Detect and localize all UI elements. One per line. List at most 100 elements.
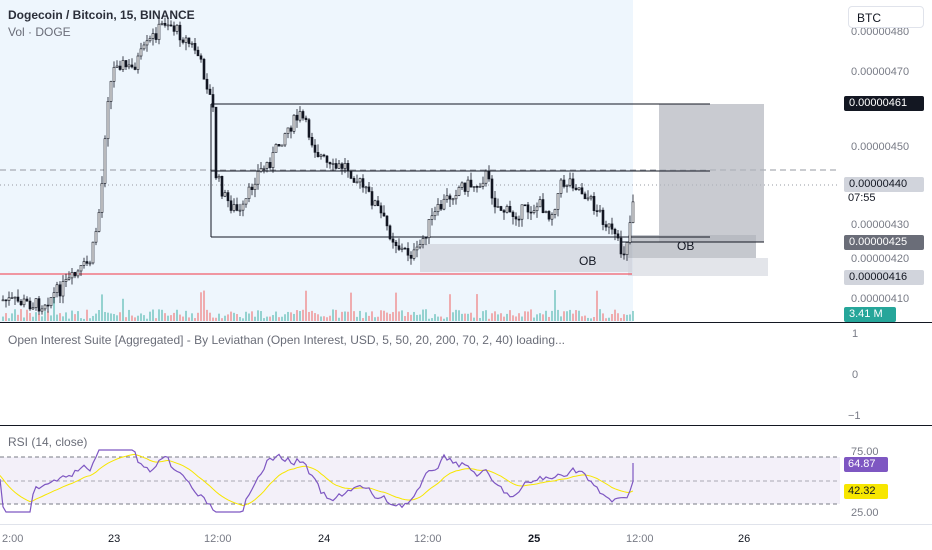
volume-bar <box>191 313 193 321</box>
rsi-legend[interactable]: RSI (14, close) <box>8 435 88 449</box>
volume-bar <box>242 318 244 321</box>
volume-bar <box>542 314 544 321</box>
candle <box>325 155 329 168</box>
candle <box>340 162 344 175</box>
candle <box>211 86 215 112</box>
volume-bar <box>179 314 181 321</box>
volume-bar <box>164 313 166 321</box>
candle <box>235 197 239 212</box>
open-interest-legend[interactable]: Open Interest Suite [Aggregated] - By Le… <box>8 333 566 347</box>
candle <box>145 34 149 52</box>
volume-bar <box>326 317 328 321</box>
volume-bar <box>32 316 34 321</box>
symbol-title[interactable]: Dogecoin / Bitcoin, 15, BINANCE <box>8 8 195 22</box>
candle <box>37 296 41 315</box>
volume-bar <box>86 309 88 321</box>
candle <box>475 185 479 193</box>
candle <box>604 220 608 232</box>
candle <box>268 157 272 170</box>
volume-bar <box>200 292 202 321</box>
quote-currency-button[interactable]: BTC <box>848 6 924 28</box>
candle <box>184 35 188 51</box>
candle <box>58 281 62 304</box>
volume-bar <box>62 316 64 321</box>
volume-bar <box>311 310 313 321</box>
volume-bar <box>530 309 532 321</box>
candle <box>208 84 212 95</box>
ob-zone-right-lower[interactable] <box>628 258 768 276</box>
volume-bar <box>281 316 283 321</box>
price-tick: 0.00000430 <box>851 219 909 231</box>
volume-bar <box>305 290 307 321</box>
volume-bar <box>359 310 361 321</box>
rsi-line <box>0 449 634 513</box>
volume-bar <box>443 318 445 321</box>
ob-zone-left[interactable] <box>420 244 632 272</box>
candle <box>40 305 44 315</box>
candle <box>502 209 506 220</box>
candle <box>418 239 422 250</box>
volume-bar <box>47 311 49 321</box>
volume-bar <box>551 310 553 321</box>
volume-bar <box>323 316 325 321</box>
volume-bar <box>407 312 409 321</box>
candle <box>532 204 536 215</box>
volume-bar <box>8 318 10 321</box>
position-target-box[interactable] <box>659 104 764 242</box>
volume-bar <box>92 315 94 321</box>
volume-bar <box>197 312 199 321</box>
volume-bar <box>122 298 124 321</box>
volume-legend[interactable]: Vol · DOGE <box>8 25 71 39</box>
candle <box>601 207 605 231</box>
volume-bar <box>617 313 619 321</box>
price-tick: 0.00000470 <box>851 66 909 78</box>
volume-bar <box>629 314 631 321</box>
time-label: 12:00 <box>414 533 442 545</box>
volume-bar <box>116 315 118 321</box>
volume-bar <box>476 294 478 321</box>
volume-bar <box>101 294 103 321</box>
target-price-tag: 0.00000461 <box>844 96 924 111</box>
candle <box>574 184 578 191</box>
candle <box>595 204 599 217</box>
candle <box>352 176 356 183</box>
volume-bar <box>395 292 397 321</box>
volume-bar <box>413 311 415 321</box>
ob-label-left[interactable]: OB <box>579 254 597 268</box>
volume-bar <box>335 309 337 321</box>
volume-bar <box>140 313 142 321</box>
candlesticks[interactable] <box>1 17 635 315</box>
volume-bar <box>89 318 91 321</box>
candle <box>220 175 224 200</box>
candle <box>571 172 575 192</box>
candle <box>79 265 83 276</box>
candle <box>301 109 305 121</box>
candle <box>70 267 74 285</box>
volume-bar <box>296 310 298 321</box>
candle <box>154 27 158 43</box>
candle <box>553 208 557 219</box>
candle <box>169 20 173 27</box>
candle <box>478 182 482 188</box>
candle <box>31 302 35 311</box>
candle <box>313 139 317 158</box>
volume-bar <box>29 312 31 321</box>
candle <box>61 275 65 304</box>
volume-bar <box>110 313 112 321</box>
volume-bar <box>113 313 115 321</box>
candle <box>115 60 119 68</box>
symbol-legend[interactable]: Dogecoin / Bitcoin, 15, BINANCE <box>8 8 195 22</box>
ob-label-right[interactable]: OB <box>677 239 695 253</box>
volume-bar <box>449 294 451 321</box>
candle <box>172 21 176 36</box>
candle <box>196 46 200 57</box>
rsi-ma-tag: 42.32 <box>844 484 888 499</box>
volume-bar <box>452 312 454 321</box>
volume-bar <box>293 313 295 321</box>
volume-bar <box>440 316 442 321</box>
volume-bar <box>377 316 379 321</box>
volume-bar <box>518 313 520 321</box>
candle <box>25 296 29 302</box>
candle <box>610 217 614 235</box>
